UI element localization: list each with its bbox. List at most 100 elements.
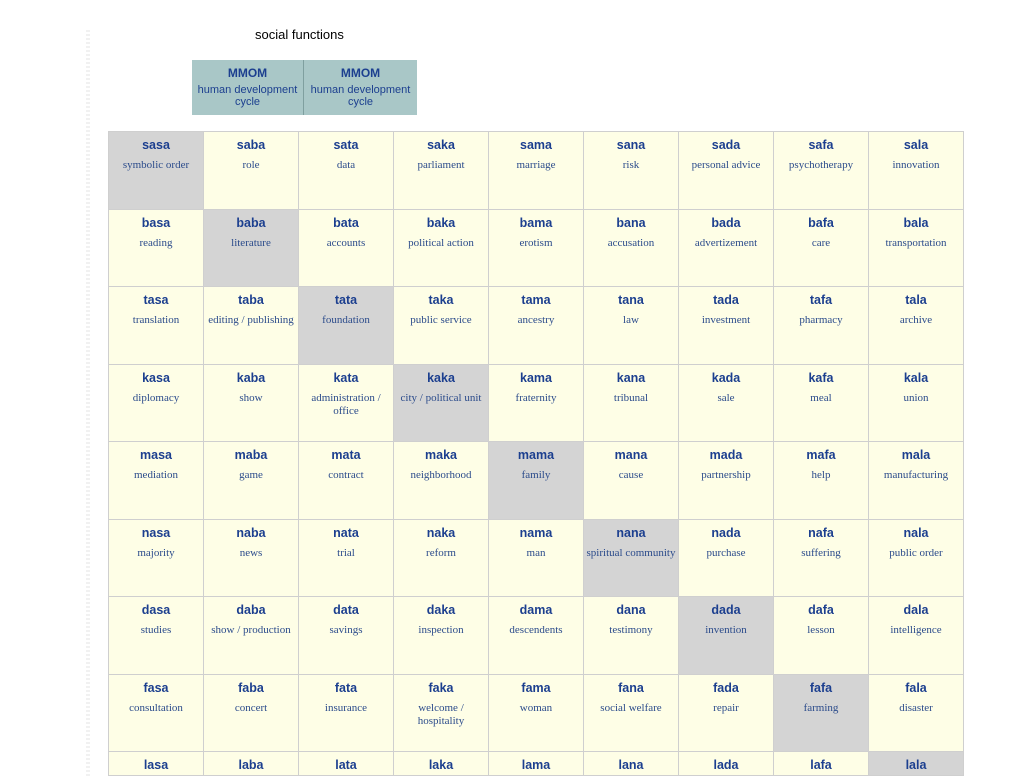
cell-meaning: literature (231, 236, 271, 249)
grid-cell-faka[interactable]: faka welcome / hospitality (394, 674, 489, 752)
cell-word: faka (428, 680, 454, 695)
grid-cell-kafa[interactable]: kafa meal (774, 364, 869, 442)
grid-cell-laka[interactable]: laka (394, 752, 489, 776)
grid-cell-mala[interactable]: mala manufacturing (869, 442, 964, 520)
cell-word: taka (428, 293, 454, 307)
grid-cell-daba[interactable]: daba show / production (204, 597, 299, 675)
grid-cell-kata[interactable]: kata administration / office (299, 364, 394, 442)
cell-word: sama (520, 138, 552, 152)
grid-cell-mafa[interactable]: mafa help (774, 442, 869, 520)
cell-word: fama (521, 680, 551, 695)
grid-cell-kama[interactable]: kama fraternity (489, 364, 584, 442)
grid-cell-saba[interactable]: saba role (204, 132, 299, 210)
grid-cell-mama[interactable]: mama family (489, 442, 584, 520)
grid-cell-mata[interactable]: mata contract (299, 442, 394, 520)
grid-cell-sada[interactable]: sada personal advice (679, 132, 774, 210)
grid-cell-bala[interactable]: bala transportation (869, 209, 964, 287)
grid-cell-nala[interactable]: nala public order (869, 519, 964, 597)
grid-cell-kaba[interactable]: kaba show (204, 364, 299, 442)
cell-meaning: political action (408, 236, 474, 249)
grid-cell-sasa[interactable]: sasa symbolic order (109, 132, 204, 210)
grid-cell-kaka[interactable]: kaka city / political unit (394, 364, 489, 442)
grid-cell-saka[interactable]: saka parliament (394, 132, 489, 210)
cell-meaning: contract (328, 469, 364, 481)
cell-word: bada (711, 215, 741, 230)
grid-cell-lala[interactable]: lala (869, 752, 964, 776)
grid-cell-dana[interactable]: dana testimony (584, 597, 679, 675)
grid-cell-nana[interactable]: nana spiritual community (584, 519, 679, 597)
grid-cell-fala[interactable]: fala disaster (869, 674, 964, 752)
grid-cell-lasa[interactable]: lasa (109, 752, 204, 776)
grid-cell-nafa[interactable]: nafa suffering (774, 519, 869, 597)
grid-cell-bada[interactable]: bada advertizement (679, 209, 774, 287)
grid-cell-tafa[interactable]: tafa pharmacy (774, 287, 869, 365)
grid-cell-nata[interactable]: nata trial (299, 519, 394, 597)
grid-cell-fana[interactable]: fana social welfare (584, 674, 679, 752)
grid-cell-baba[interactable]: baba literature (204, 209, 299, 287)
grid-cell-lafa[interactable]: lafa (774, 752, 869, 776)
grid-cell-laba[interactable]: laba (204, 752, 299, 776)
grid-cell-fama[interactable]: fama woman (489, 674, 584, 752)
grid-cell-kana[interactable]: kana tribunal (584, 364, 679, 442)
grid-cell-nasa[interactable]: nasa majority (109, 519, 204, 597)
grid-cell-tana[interactable]: tana law (584, 287, 679, 365)
grid-cell-dafa[interactable]: dafa lesson (774, 597, 869, 675)
grid-cell-tala[interactable]: tala archive (869, 287, 964, 365)
grid-cell-fata[interactable]: fata insurance (299, 674, 394, 752)
grid-cell-mada[interactable]: mada partnership (679, 442, 774, 520)
grid-cell-lama[interactable]: lama (489, 752, 584, 776)
grid-cell-mana[interactable]: mana cause (584, 442, 679, 520)
grid-cell-dala[interactable]: dala intelligence (869, 597, 964, 675)
grid-cell-dasa[interactable]: dasa studies (109, 597, 204, 675)
grid-cell-baka[interactable]: baka political action (394, 209, 489, 287)
grid-cell-kada[interactable]: kada sale (679, 364, 774, 442)
grid-cell-maka[interactable]: maka neighborhood (394, 442, 489, 520)
grid-cell-sala[interactable]: sala innovation (869, 132, 964, 210)
grid-cell-tata[interactable]: tata foundation (299, 287, 394, 365)
grid-cell-tasa[interactable]: tasa translation (109, 287, 204, 365)
grid-cell-maba[interactable]: maba game (204, 442, 299, 520)
grid-cell-lata[interactable]: lata (299, 752, 394, 776)
grid-cell-sana[interactable]: sana risk (584, 132, 679, 210)
cell-meaning: editing / publishing (208, 314, 294, 326)
cell-word: fata (334, 680, 358, 695)
grid-cell-sama[interactable]: sama marriage (489, 132, 584, 210)
grid-cell-nada[interactable]: nada purchase (679, 519, 774, 597)
grid-cell-taka[interactable]: taka public service (394, 287, 489, 365)
cell-word: saka (427, 138, 455, 152)
grid-cell-nama[interactable]: nama man (489, 519, 584, 597)
grid-cell-tada[interactable]: tada investment (679, 287, 774, 365)
header-label: human development cycle (310, 84, 411, 108)
grid-cell-safa[interactable]: safa psychotherapy (774, 132, 869, 210)
grid-cell-lana[interactable]: lana (584, 752, 679, 776)
cell-meaning: parliament (417, 159, 465, 171)
grid-cell-kala[interactable]: kala union (869, 364, 964, 442)
grid-cell-bata[interactable]: bata accounts (299, 209, 394, 287)
header-cell[interactable]: MMOM human development cycle (304, 60, 417, 115)
cell-meaning: innovation (892, 159, 940, 171)
grid-cell-bama[interactable]: bama erotism (489, 209, 584, 287)
cell-meaning: inspection (418, 624, 464, 636)
grid-cell-data[interactable]: data savings (299, 597, 394, 675)
grid-cell-dama[interactable]: dama descendents (489, 597, 584, 675)
grid-cell-fada[interactable]: fada repair (679, 674, 774, 752)
grid-cell-sata[interactable]: sata data (299, 132, 394, 210)
grid-cell-naba[interactable]: naba news (204, 519, 299, 597)
grid-cell-daka[interactable]: daka inspection (394, 597, 489, 675)
grid-cell-masa[interactable]: masa mediation (109, 442, 204, 520)
grid-cell-fasa[interactable]: fasa consultation (109, 674, 204, 752)
cell-word: naba (236, 525, 266, 540)
grid-cell-naka[interactable]: naka reform (394, 519, 489, 597)
header-cell[interactable]: MMOM human development cycle (192, 60, 304, 115)
grid-cell-bana[interactable]: bana accusation (584, 209, 679, 287)
grid-cell-dada[interactable]: dada invention (679, 597, 774, 675)
grid-cell-fafa[interactable]: fafa farming (774, 674, 869, 752)
grid-cell-tama[interactable]: tama ancestry (489, 287, 584, 365)
grid-cell-basa[interactable]: basa reading (109, 209, 204, 287)
grid-cell-faba[interactable]: faba concert (204, 674, 299, 752)
grid-cell-bafa[interactable]: bafa care (774, 209, 869, 287)
cell-meaning: psychotherapy (788, 159, 854, 171)
grid-cell-taba[interactable]: taba editing / publishing (204, 287, 299, 365)
grid-cell-kasa[interactable]: kasa diplomacy (109, 364, 204, 442)
grid-cell-lada[interactable]: lada (679, 752, 774, 776)
